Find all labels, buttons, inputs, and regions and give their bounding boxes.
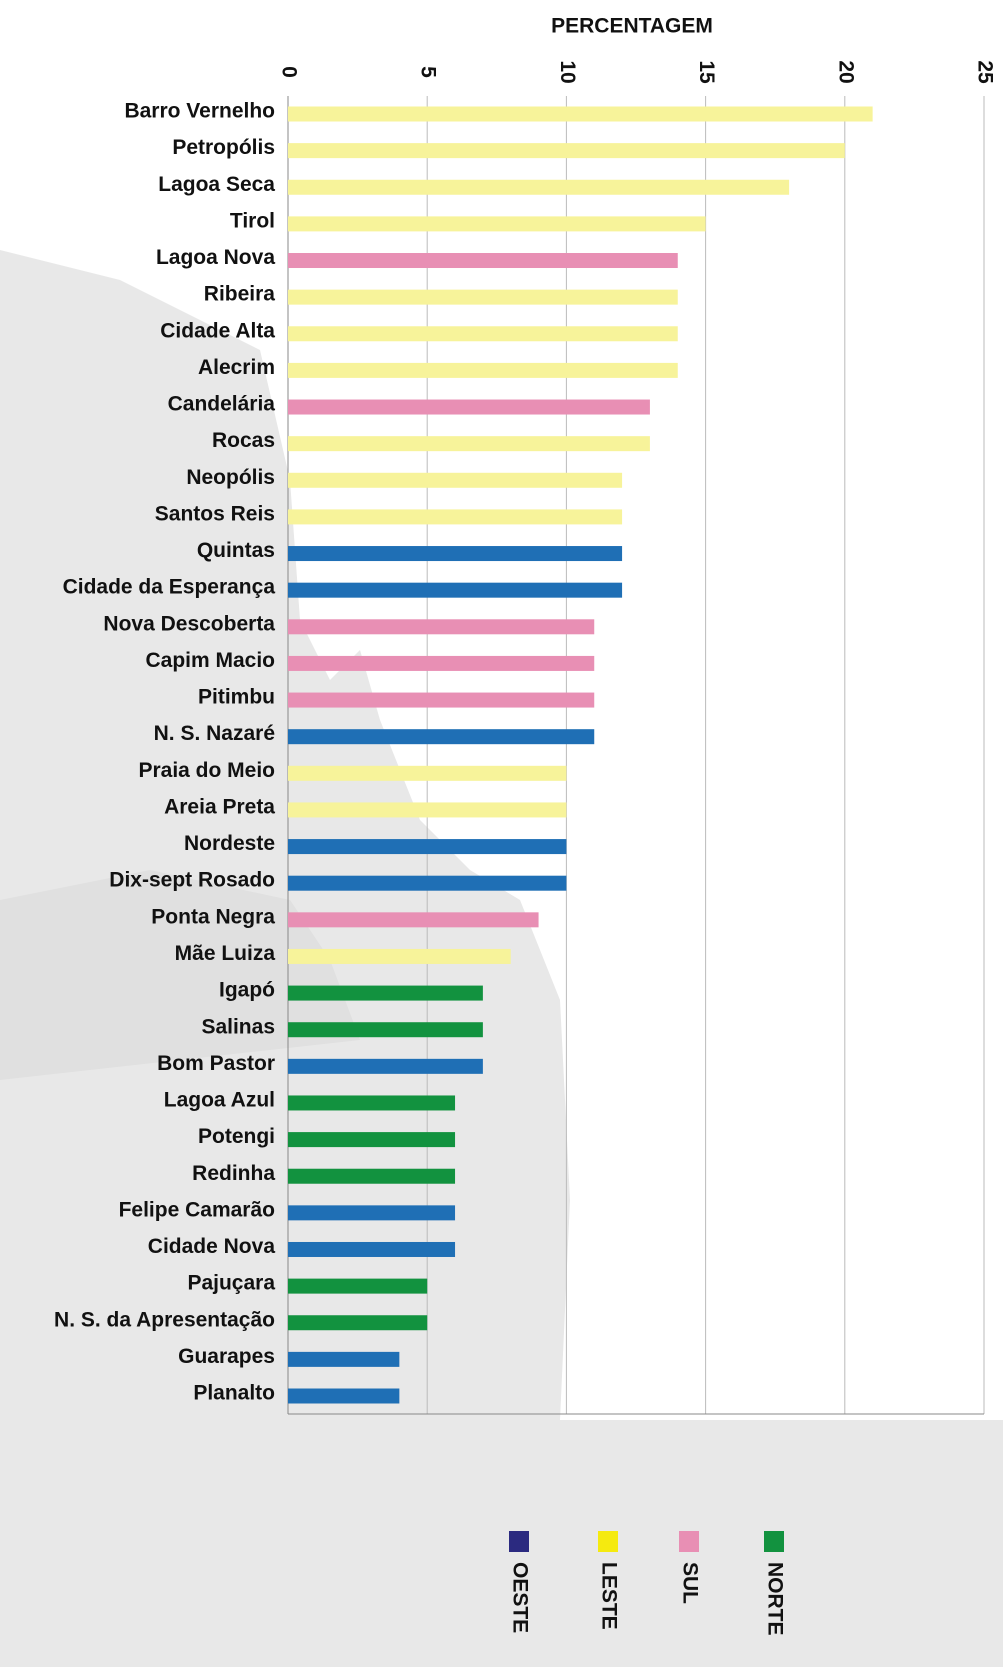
bar [288, 802, 567, 818]
bar [288, 948, 511, 964]
bar [288, 875, 567, 891]
bar [288, 326, 678, 342]
bar [288, 472, 623, 488]
bar [288, 253, 678, 269]
legend-label: NORTE [763, 1562, 786, 1636]
bar [288, 216, 706, 232]
bar [288, 839, 567, 855]
bar [288, 655, 595, 671]
y-tick-label: Capim Macio [145, 649, 275, 672]
y-tick-label: Salinas [201, 1015, 275, 1038]
y-tick-label: Potengi [198, 1125, 275, 1148]
y-tick-label: Tirol [230, 209, 275, 232]
y-tick-label: Guarapes [178, 1345, 275, 1368]
bar [288, 1278, 428, 1294]
y-tick-label: Rocas [212, 429, 275, 452]
y-tick-label: Mãe Luiza [175, 942, 276, 965]
legend-swatch [598, 1531, 618, 1552]
bar [288, 1132, 456, 1148]
y-tick-label: Nova Descoberta [103, 612, 275, 635]
bar [288, 1241, 456, 1257]
bar [288, 179, 790, 195]
x-tick-label: 15 [695, 60, 718, 84]
y-tick-label: Pajuçara [187, 1272, 275, 1295]
bar [288, 1058, 483, 1074]
y-tick-label: Lagoa Azul [164, 1089, 275, 1112]
map-background [0, 870, 360, 1080]
bar [288, 436, 650, 452]
legend-swatch [509, 1531, 529, 1552]
x-tick-label: 10 [556, 60, 579, 83]
legend-swatch [679, 1531, 699, 1552]
bar [288, 289, 678, 305]
legend-label: LESTE [597, 1562, 620, 1630]
y-tick-label: Cidade Nova [148, 1235, 276, 1258]
y-tick-label: Nordeste [184, 832, 275, 855]
legend-swatch [764, 1531, 784, 1552]
chart-title: PERCENTAGEM [551, 15, 713, 38]
x-tick-label: 5 [417, 66, 440, 78]
y-tick-label: Praia do Meio [138, 759, 275, 782]
bar [288, 106, 873, 122]
bar [288, 912, 539, 928]
y-tick-label: Barro Vernelho [124, 100, 275, 123]
y-tick-label: Ponta Negra [151, 905, 275, 928]
y-tick-label: Santos Reis [155, 502, 275, 525]
bar [288, 509, 623, 525]
bar [288, 582, 623, 598]
y-tick-label: Cidade Alta [160, 319, 275, 342]
bar [288, 1168, 456, 1184]
y-tick-label: Igapó [219, 979, 275, 1002]
y-tick-label: Areia Preta [164, 795, 275, 818]
y-tick-label: Dix-sept Rosado [109, 869, 275, 892]
bar [288, 985, 483, 1001]
legend-label: SUL [678, 1562, 701, 1604]
y-tick-label: Redinha [192, 1162, 275, 1185]
y-tick-label: N. S. da Apresentação [54, 1308, 275, 1331]
bar [288, 143, 845, 159]
legend-label: OESTE [508, 1562, 531, 1633]
bar [288, 692, 595, 708]
y-tick-label: Neopólis [186, 466, 275, 489]
bar [288, 1388, 400, 1404]
bar [288, 1205, 456, 1221]
y-tick-label: Alecrim [198, 356, 275, 379]
y-tick-label: Pitimbu [198, 686, 275, 709]
y-tick-label: Cidade da Esperança [63, 576, 276, 599]
bar [288, 362, 678, 378]
bar [288, 1351, 400, 1367]
bar [288, 1022, 483, 1038]
bar [288, 1095, 456, 1111]
bar [288, 619, 595, 635]
x-tick-label: 0 [277, 66, 300, 78]
y-tick-label: Lagoa Nova [156, 246, 275, 269]
x-tick-label: 25 [973, 60, 996, 84]
x-tick-label: 20 [834, 60, 857, 83]
bar [288, 546, 623, 562]
y-tick-label: Lagoa Seca [158, 173, 275, 196]
y-tick-label: Quintas [197, 539, 275, 562]
y-tick-label: Ribeira [204, 283, 276, 306]
bar [288, 765, 567, 781]
y-tick-label: N. S. Nazaré [154, 722, 275, 745]
y-tick-label: Candelária [168, 393, 276, 416]
bar [288, 729, 595, 745]
y-tick-label: Felipe Camarão [119, 1198, 275, 1221]
y-tick-label: Petropólis [172, 136, 275, 159]
y-tick-label: Bom Pastor [157, 1052, 275, 1075]
bar [288, 399, 650, 415]
bar [288, 1315, 428, 1331]
y-tick-label: Planalto [193, 1382, 275, 1405]
